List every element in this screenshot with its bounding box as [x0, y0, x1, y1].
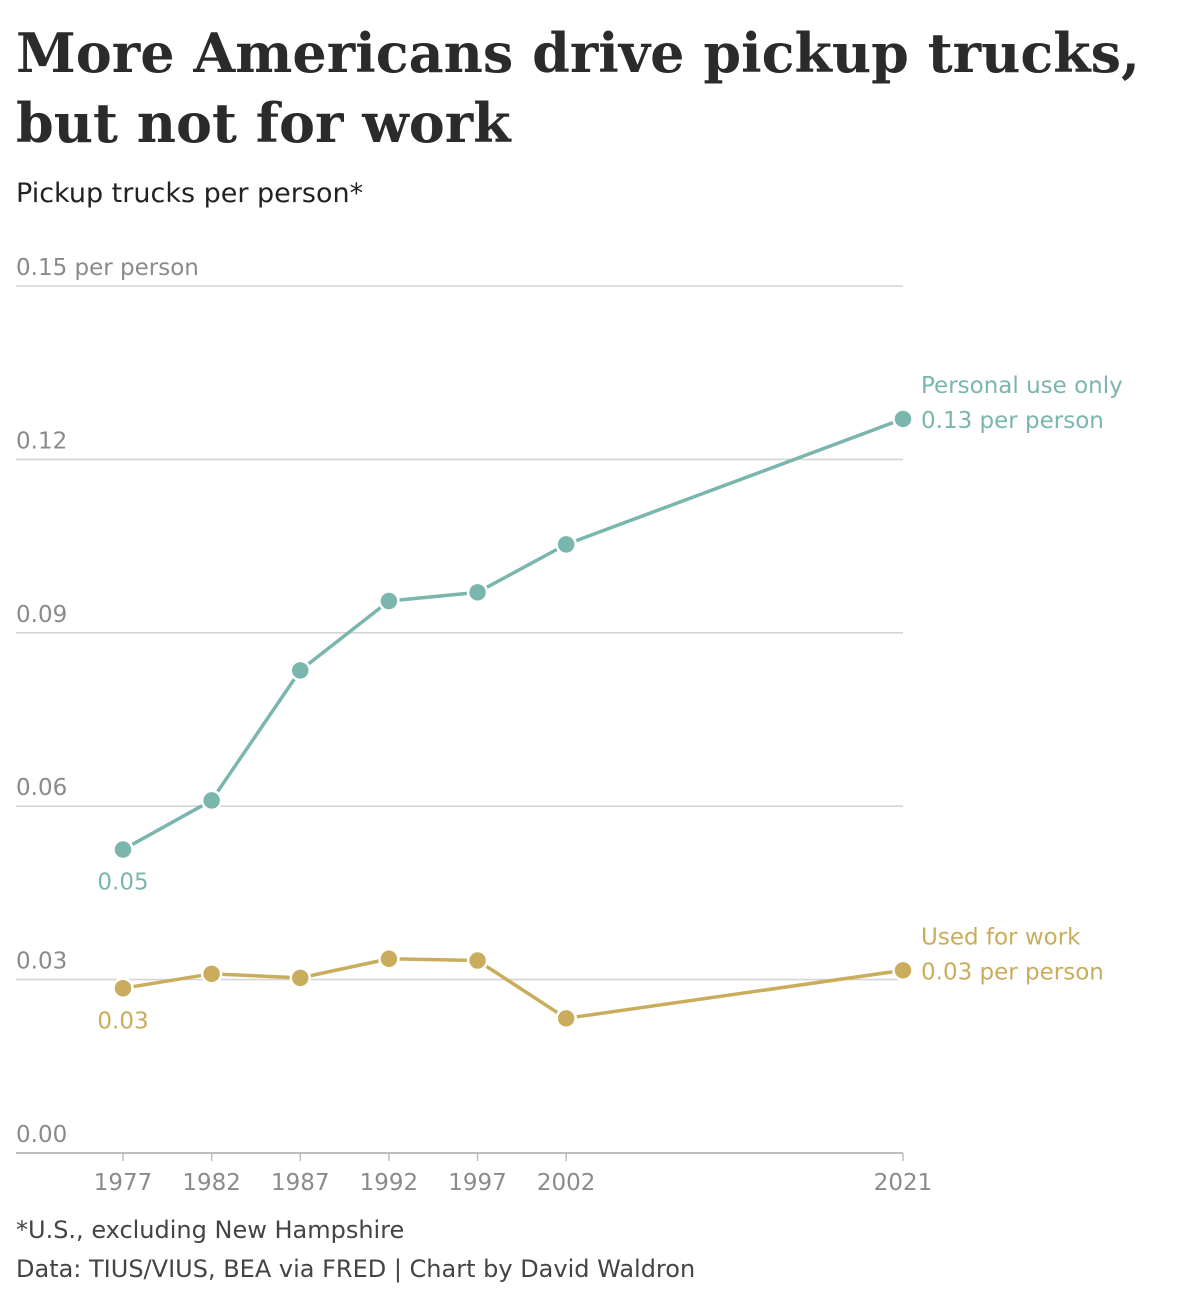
y-tick-label: 0.00 [16, 1122, 67, 1148]
x-tick-label: 2002 [537, 1170, 596, 1196]
data-point [378, 590, 400, 612]
x-tick-label: 1982 [182, 1170, 241, 1196]
y-tick-label: 0.15 per person [16, 255, 199, 281]
x-tick-label: 1977 [94, 1170, 153, 1196]
data-point [466, 949, 489, 972]
data-point [555, 1007, 577, 1030]
series-name-label: Personal use only [921, 373, 1123, 399]
chart-title: More Americans drive pickup trucks, but … [16, 21, 1140, 155]
chart-subtitle: Pickup trucks per person* [16, 178, 364, 209]
end-value-label: 0.13 per person [921, 408, 1104, 434]
data-point [466, 581, 489, 604]
start-value-label: 0.05 [97, 870, 148, 896]
y-tick-label: 0.03 [16, 949, 67, 975]
y-tick-label: 0.06 [16, 775, 67, 801]
start-value-label: 0.03 [97, 1008, 148, 1034]
data-point [289, 967, 312, 989]
x-tick-label: 2021 [874, 1170, 933, 1196]
data-point [289, 659, 312, 682]
footnote: *U.S., excluding New Hampshire [16, 1216, 405, 1244]
x-tick-label: 1997 [448, 1170, 507, 1196]
end-value-label: 0.03 per person [921, 959, 1104, 985]
data-point [112, 838, 134, 861]
series-line-0 [122, 417, 904, 852]
series-name-label: Used for work [921, 924, 1081, 950]
data-point [200, 963, 223, 985]
y-tick-label: 0.09 [16, 602, 67, 628]
series-line-1 [122, 957, 904, 1021]
source-note: Data: TIUS/VIUS, BEA via FRED | Chart by… [16, 1255, 696, 1283]
data-point [378, 948, 400, 970]
y-tick-label: 0.12 [16, 428, 67, 454]
x-tick-label: 1992 [360, 1170, 419, 1196]
x-tick-label: 1987 [271, 1170, 330, 1196]
data-point [200, 789, 223, 812]
data-point [112, 977, 134, 1000]
data-point [892, 959, 914, 982]
data-point [892, 408, 914, 430]
data-point [555, 533, 577, 556]
